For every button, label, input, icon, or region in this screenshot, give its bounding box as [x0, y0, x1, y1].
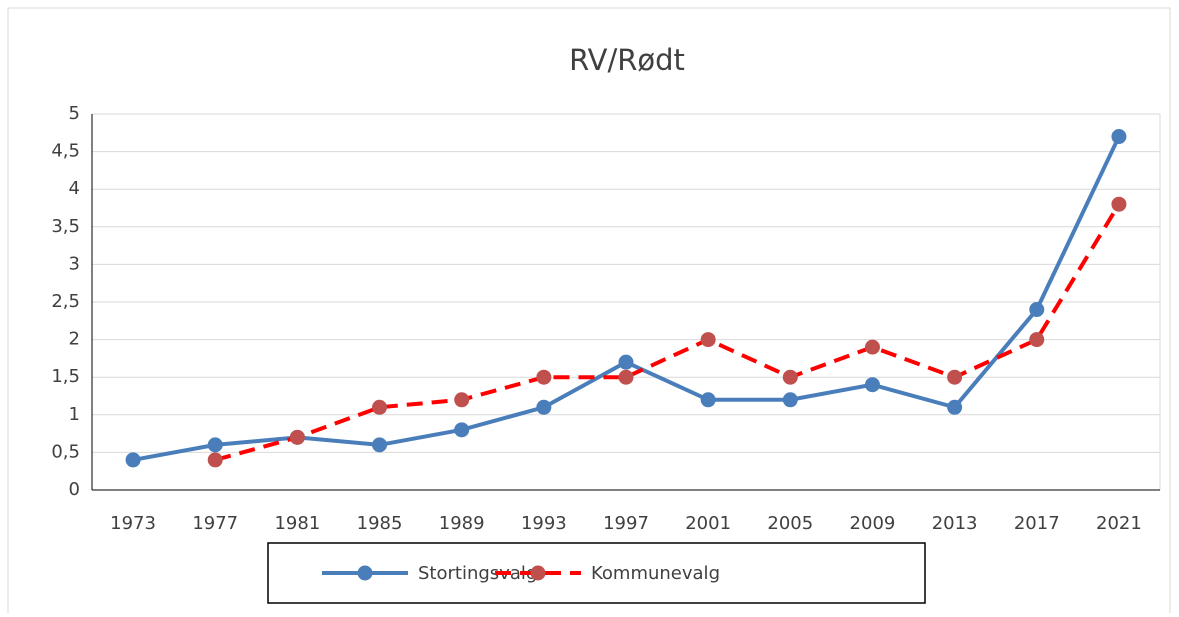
y-tick-label: 1,5	[51, 366, 80, 387]
point	[454, 392, 470, 408]
point	[207, 452, 223, 468]
point	[536, 369, 552, 385]
y-tick-label: 2	[69, 329, 80, 350]
point	[372, 399, 388, 415]
legend-label: Stortingsvalg	[418, 563, 537, 584]
legend-label: Kommunevalg	[591, 563, 720, 584]
point	[618, 369, 634, 385]
point	[782, 369, 798, 385]
x-tick-label: 1977	[192, 513, 238, 534]
legend-marker	[357, 565, 373, 581]
point	[1111, 129, 1127, 145]
x-tick-label: 2013	[932, 513, 978, 534]
x-tick-label: 1993	[521, 513, 567, 534]
x-tick-label: 2021	[1096, 513, 1142, 534]
y-tick-label: 1	[69, 404, 80, 425]
point	[1111, 196, 1127, 212]
point	[947, 369, 963, 385]
x-tick-label: 2005	[767, 513, 813, 534]
point	[1029, 302, 1045, 318]
legend-marker	[530, 565, 546, 581]
x-tick-label: 1981	[274, 513, 320, 534]
point	[700, 392, 716, 408]
point	[536, 399, 552, 415]
y-tick-label: 3	[69, 253, 80, 274]
y-tick-label: 2,5	[51, 291, 80, 312]
chart-frame	[7, 7, 1171, 617]
x-tick-label: 1997	[603, 513, 649, 534]
point	[947, 399, 963, 415]
y-tick-label: 4	[69, 178, 80, 199]
y-tick-label: 0,5	[51, 441, 80, 462]
point	[125, 452, 141, 468]
point	[700, 332, 716, 348]
point	[864, 377, 880, 393]
chart-title: RV/Rødt	[569, 43, 685, 77]
point	[1029, 332, 1045, 348]
x-tick-label: 2017	[1014, 513, 1060, 534]
y-tick-label: 3,5	[51, 216, 80, 237]
point	[454, 422, 470, 438]
point	[289, 429, 305, 445]
x-tick-label: 1973	[110, 513, 156, 534]
y-tick-label: 0	[69, 479, 80, 500]
y-tick-label: 5	[69, 103, 80, 124]
x-tick-label: 1989	[439, 513, 485, 534]
x-tick-label: 2009	[850, 513, 896, 534]
point	[618, 354, 634, 370]
y-tick-label: 4,5	[51, 141, 80, 162]
point	[864, 339, 880, 355]
point	[782, 392, 798, 408]
x-tick-label: 2001	[685, 513, 731, 534]
series-line	[214, 203, 1121, 462]
x-tick-label: 1985	[357, 513, 403, 534]
point	[207, 437, 223, 453]
point	[372, 437, 388, 453]
